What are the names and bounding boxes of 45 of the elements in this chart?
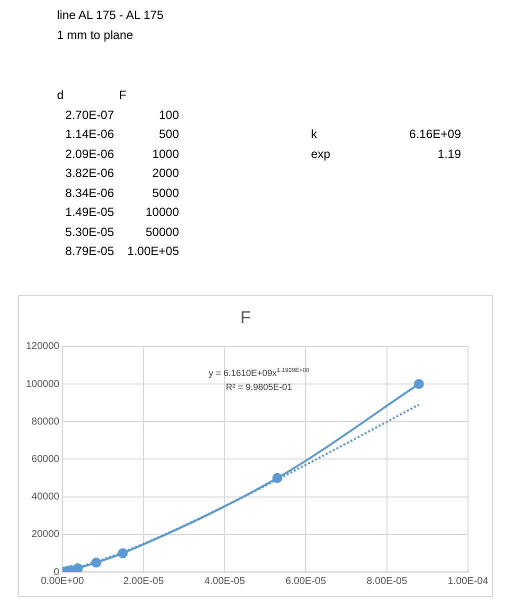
y-tick-label: 0 [54, 566, 60, 578]
point [272, 473, 282, 483]
y-tick-label: 20000 [32, 529, 60, 540]
text: 100 [158, 108, 179, 122]
text: 2000 [151, 166, 179, 180]
annotation: y = 6.1610E+09x$^{1.1929E+00}$ [208, 368, 310, 378]
text: 8.34E-06 [64, 186, 114, 200]
y-tick-label: 40000 [32, 492, 60, 503]
text: 8.79E-05 [64, 244, 114, 258]
text: 50000 [144, 224, 179, 238]
text: 10000 [144, 205, 179, 219]
y-tick-label: 120000 [26, 341, 60, 352]
text: 2.70E-07 [64, 108, 114, 122]
point [414, 379, 424, 389]
text: d [57, 88, 65, 102]
x-tick-label: 0.00E+00 [40, 576, 84, 587]
text: 5.30E-05 [64, 224, 114, 238]
x-tick-label: 8.00E-05 [366, 576, 408, 587]
point [91, 558, 102, 568]
annotation: R² = 9.9805E-01 [224, 382, 294, 392]
text: 1.14E-06 [64, 127, 114, 141]
point [72, 563, 83, 572]
text: 1 mm to plane [57, 28, 134, 42]
x-tick-label: 6.00E-05 [285, 576, 326, 587]
text: line AL 175 - AL 175 [57, 8, 164, 22]
x-tick-label: 4.00E-05 [204, 576, 246, 587]
y-tick-label: 80000 [32, 416, 60, 428]
text: 3.82E-06 [64, 166, 114, 180]
text: exp [311, 146, 332, 160]
point [118, 548, 128, 558]
text: k [311, 127, 318, 141]
text: 1000 [151, 146, 179, 160]
text: 1.49E-05 [64, 205, 114, 219]
text: 500 [158, 127, 179, 141]
y-tick-label: 60000 [32, 454, 60, 465]
chart-title: F [240, 308, 251, 327]
x-tick-label: 2.00E-05 [123, 576, 164, 587]
y-tick-label: 100000 [26, 378, 60, 390]
text: 5000 [151, 186, 179, 200]
text: 1.00E+05 [126, 244, 179, 258]
text: F [119, 88, 128, 102]
text: 1.19 [436, 146, 461, 160]
text: 6.16E+09 [408, 127, 461, 141]
text: 2.09E-06 [64, 146, 114, 160]
x-tick-label: 1.00E-04 [448, 576, 489, 587]
